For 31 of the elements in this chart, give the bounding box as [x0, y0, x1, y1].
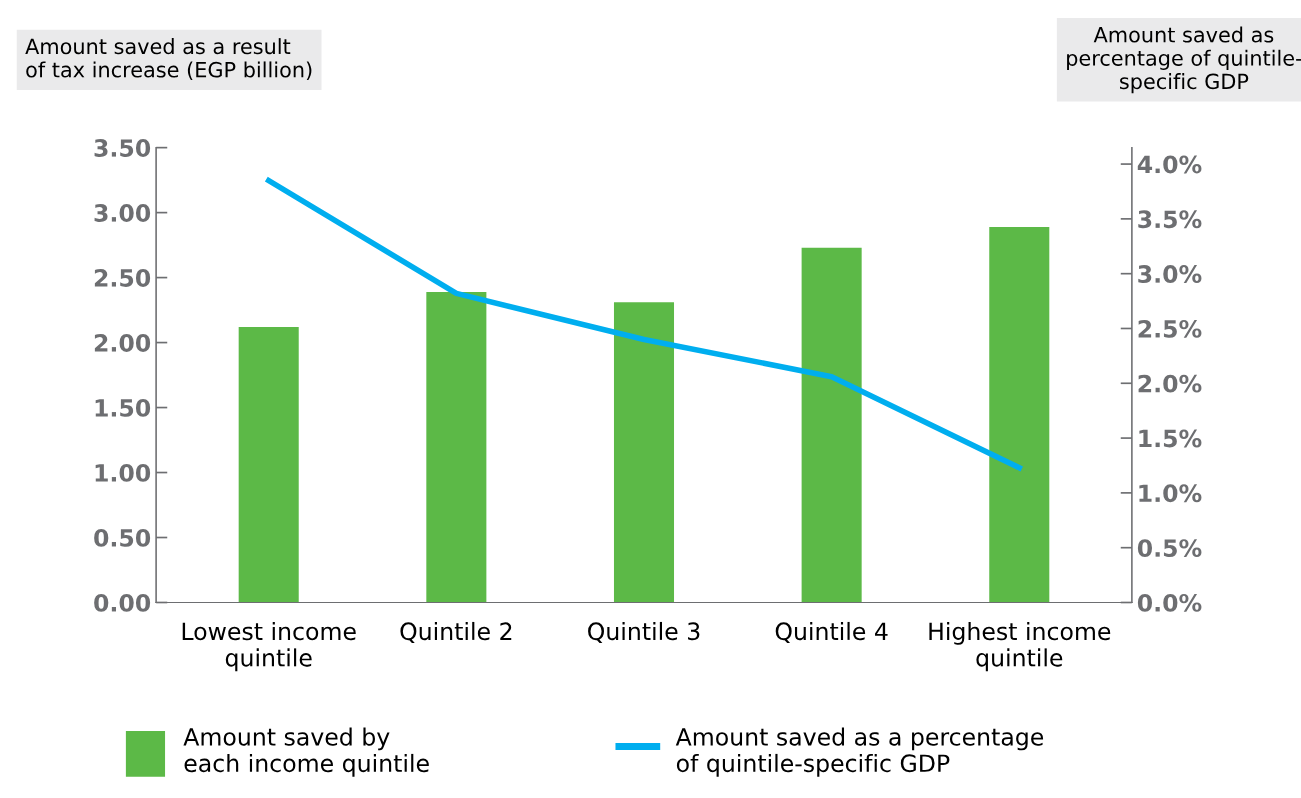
- bar: [989, 226, 1050, 603]
- legend-label: Amount saved as a percentage of quintile-specific GDP: [675, 727, 1044, 777]
- y2-tick-label: 4.0%: [1137, 155, 1202, 174]
- y-tick-label: 1.00: [95, 463, 151, 482]
- y-tick-label: 3.50: [94, 139, 151, 157]
- y-tick-label: 2.50: [94, 269, 151, 287]
- y-tick-label: 2.00: [94, 334, 151, 352]
- bar: [613, 302, 675, 603]
- y-tick-label: 3.00: [94, 204, 151, 222]
- x-tick-label: Quintile 2: [400, 621, 512, 643]
- y-tick-label: 0.50: [94, 528, 151, 547]
- y2-tick-label: 3.0%: [1138, 265, 1202, 283]
- y2-tick-label: 2.0%: [1138, 374, 1202, 393]
- y2-tick-label: 1.5%: [1139, 429, 1202, 448]
- y2-tick-label: 0.0%: [1137, 593, 1202, 612]
- y2-tick-label: 1.0%: [1139, 484, 1202, 503]
- x-tick-label: Quintile 4: [775, 621, 888, 643]
- x-tick-label: Lowest income quintile: [182, 621, 356, 672]
- x-tick-label: Highest income quintile: [929, 621, 1111, 672]
- y-tick-label: 0.00: [94, 593, 151, 612]
- legend-label: Amount saved by each income quintile: [183, 727, 429, 777]
- x-tick-label: Quintile 3: [588, 621, 700, 643]
- y2-tick-label: 0.5%: [1137, 539, 1202, 557]
- y2-tick-label: 2.5%: [1138, 319, 1202, 338]
- y-axis-title: Amount saved as a result of tax increase (EGP billion): [25, 38, 312, 81]
- y-tick-label: 1.50: [95, 399, 151, 417]
- bar: [426, 291, 487, 603]
- bar: [238, 326, 299, 603]
- y2-axis-title: Amount saved as percentage of quintile- specific GDP: [1067, 26, 1301, 94]
- y2-tick-label: 3.5%: [1138, 210, 1202, 229]
- bar: [801, 247, 862, 603]
